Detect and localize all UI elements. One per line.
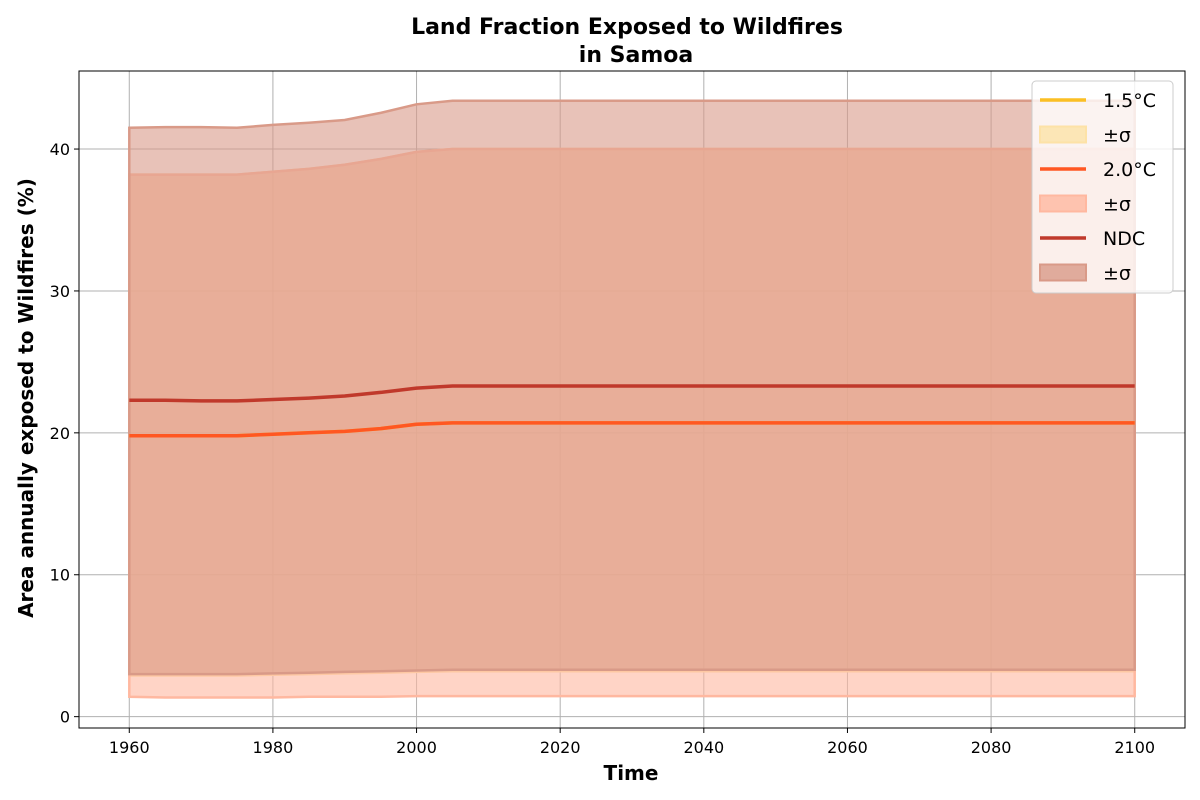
y-axis-ticks: 0 10 20 30 40 xyxy=(50,140,79,727)
y-tick-label: 40 xyxy=(50,140,70,159)
y-tick-label: 10 xyxy=(50,566,70,585)
x-axis-label: Time xyxy=(604,761,659,785)
chart-title-line-1: Land Fraction Exposed to Wildfires xyxy=(411,15,843,40)
legend: 1.5°C ±σ 2.0°C ±σ NDC ±σ xyxy=(1031,80,1174,294)
y-tick-label: 0 xyxy=(60,708,70,727)
mean-lines xyxy=(129,384,1135,438)
line-2-0-c xyxy=(129,421,1135,438)
legend-label: ±σ xyxy=(1103,125,1131,147)
chart-title-line-2: in Samoa xyxy=(579,43,693,68)
x-tick-label: 2000 xyxy=(396,738,437,757)
plot-frame xyxy=(78,70,1186,729)
legend-band-swatch xyxy=(1039,125,1087,144)
legend-label: ±σ xyxy=(1103,194,1131,216)
legend-label: 1.5°C xyxy=(1103,90,1156,112)
y-tick-label: 30 xyxy=(50,282,70,301)
legend-label: 2.0°C xyxy=(1103,159,1156,181)
x-tick-label: 2060 xyxy=(827,738,868,757)
x-tick-label: 2100 xyxy=(1114,738,1155,757)
x-tick-label: 2020 xyxy=(540,738,581,757)
legend-band-swatch xyxy=(1039,263,1087,282)
x-axis-ticks: 1960 1980 2000 2020 2040 2060 2080 2100 xyxy=(109,728,1155,757)
x-tick-label: 2040 xyxy=(683,738,724,757)
y-axis-label: Area annually exposed to Wildfires (%) xyxy=(14,178,38,618)
legend-band-swatch xyxy=(1039,194,1087,213)
legend-label: NDC xyxy=(1103,228,1145,250)
x-tick-label: 1980 xyxy=(253,738,294,757)
line-ndc xyxy=(129,384,1135,403)
x-tick-label: 2080 xyxy=(971,738,1012,757)
x-tick-label: 1960 xyxy=(109,738,150,757)
y-tick-label: 20 xyxy=(50,424,70,443)
legend-label: ±σ xyxy=(1103,263,1131,285)
uncertainty-bands xyxy=(128,99,1136,699)
legend-box xyxy=(1031,80,1174,294)
